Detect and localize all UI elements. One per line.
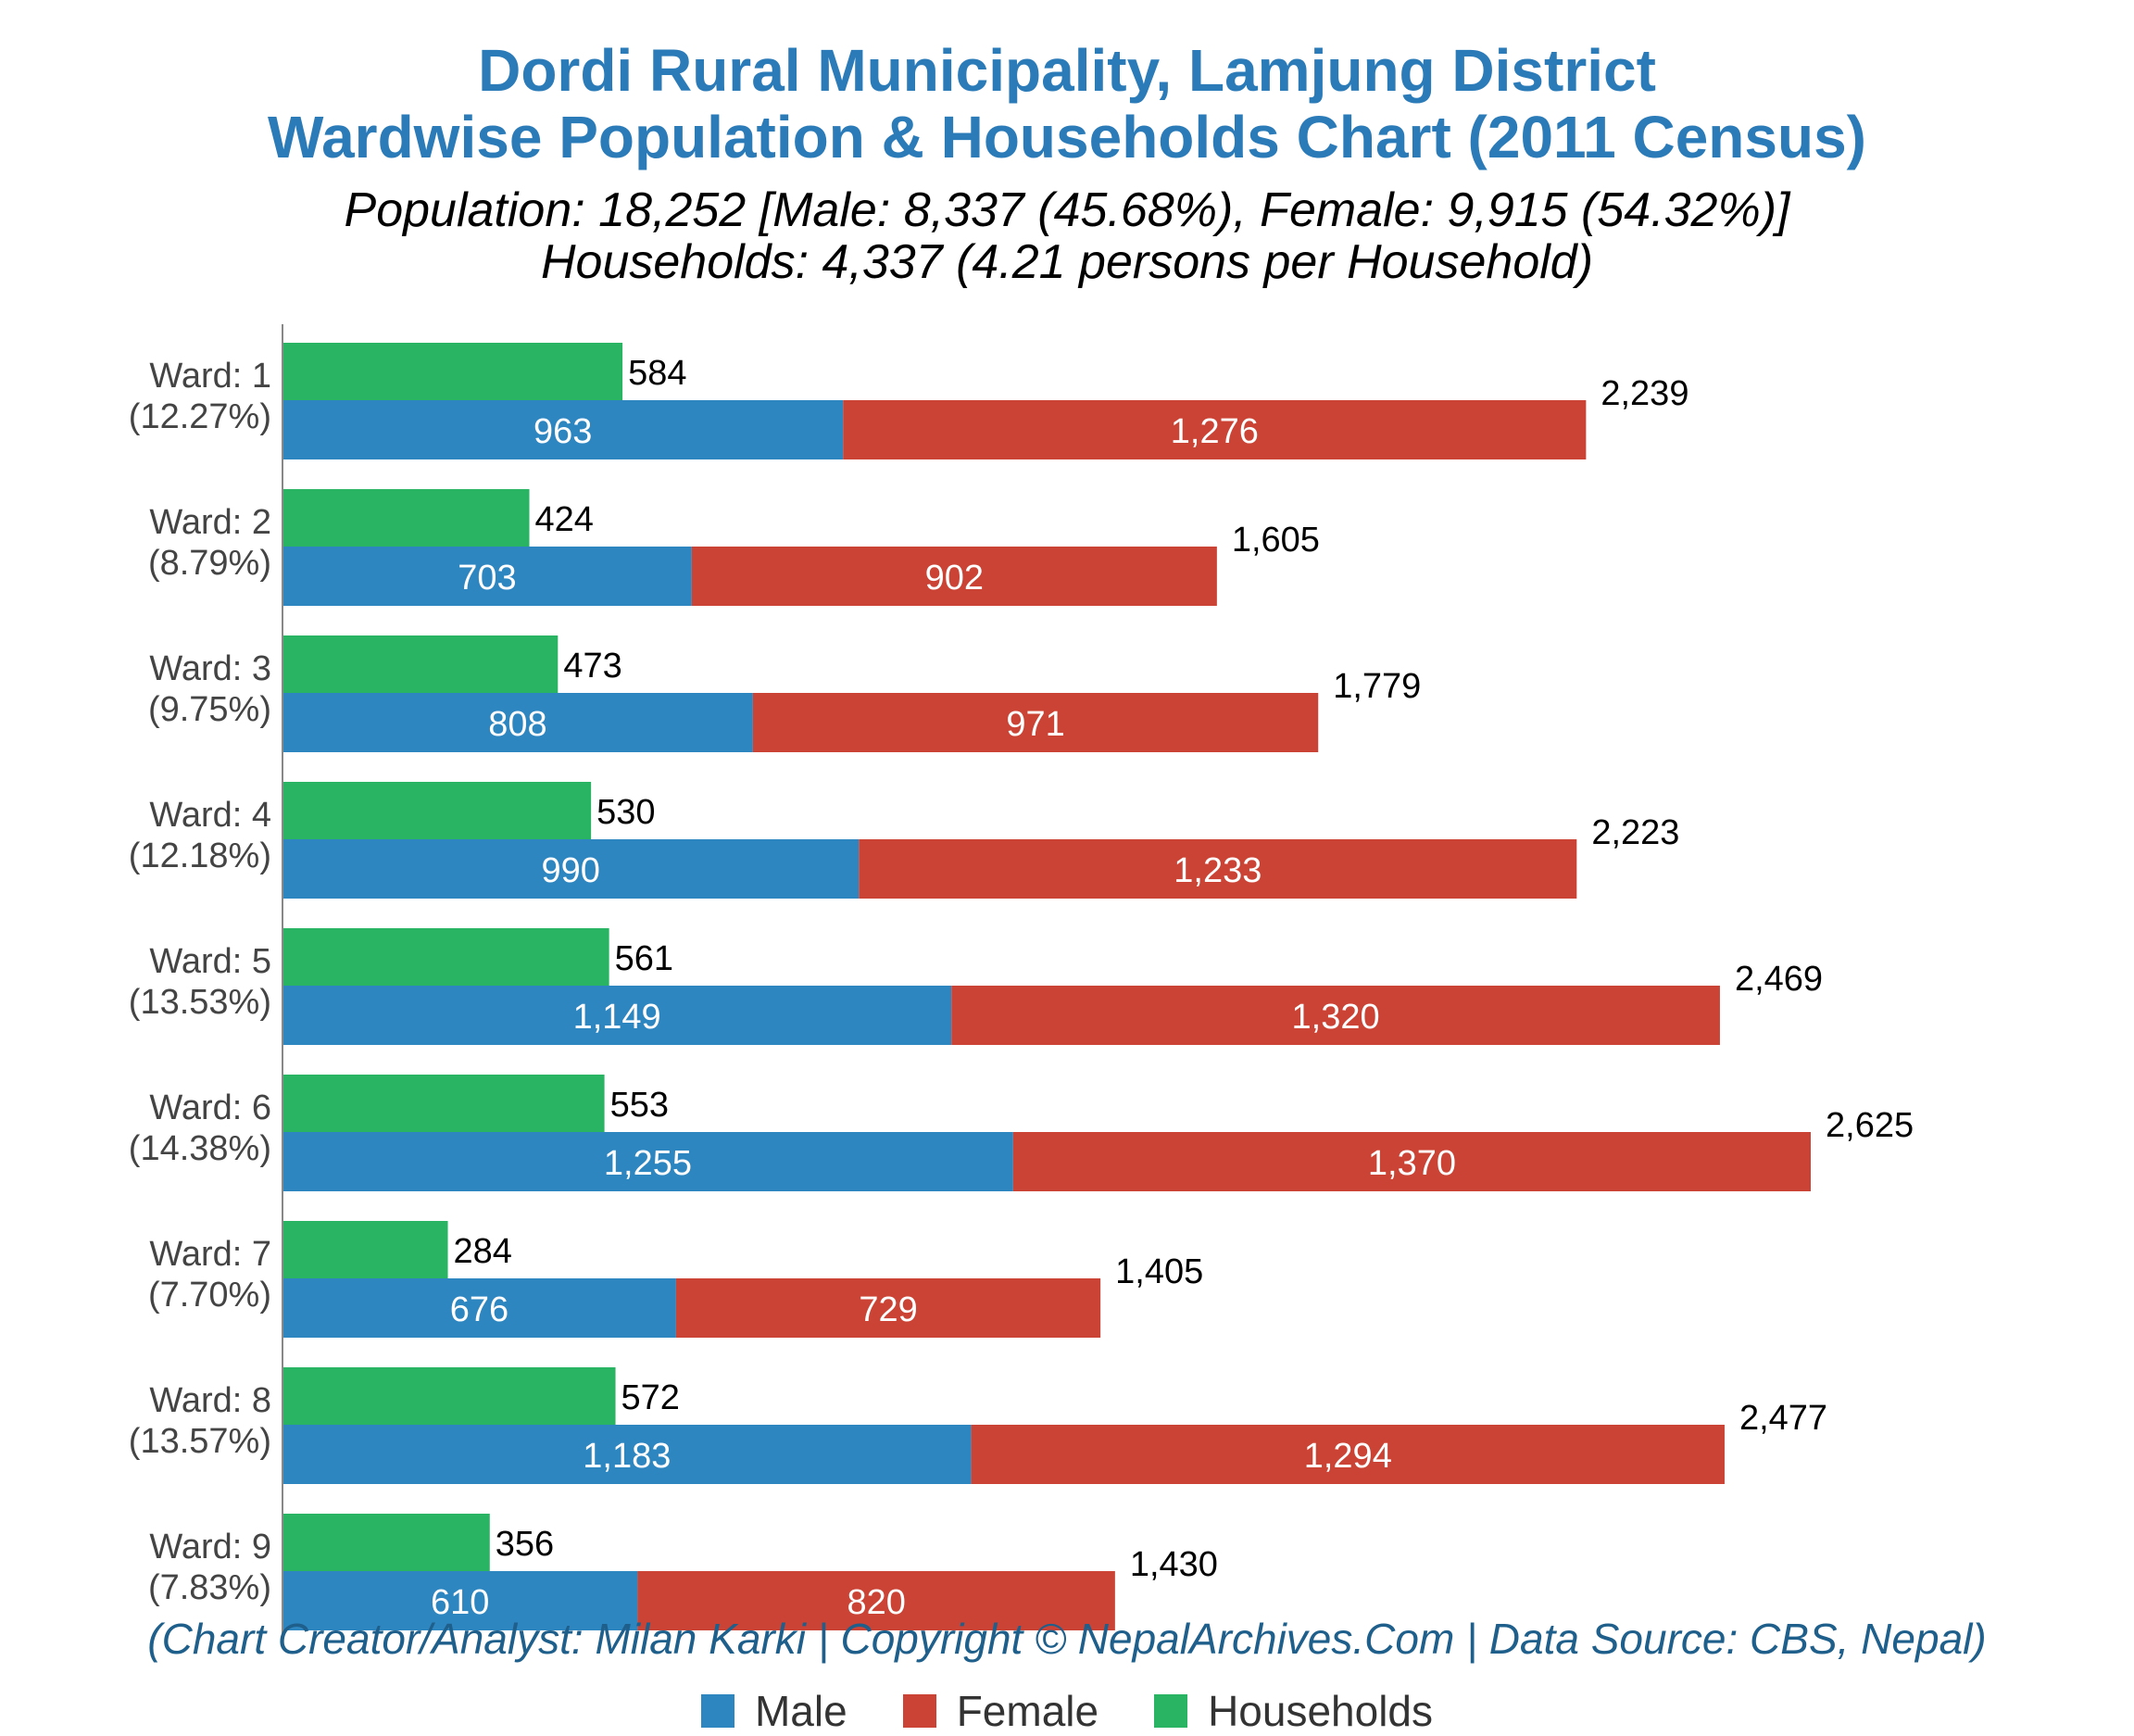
- total-value-label: 2,239: [1600, 374, 1688, 413]
- ward-label: Ward: 1: [149, 357, 271, 396]
- ward-label: Ward: 6: [149, 1088, 271, 1127]
- households-bar: [282, 928, 609, 986]
- legend-item-female: Female: [902, 1686, 1099, 1736]
- households-bar: [282, 1514, 490, 1571]
- total-value-label: 2,223: [1591, 813, 1679, 852]
- total-value-label: 1,779: [1333, 667, 1421, 706]
- legend-label-households: Households: [1208, 1687, 1434, 1735]
- total-value-label: 1,605: [1232, 521, 1320, 560]
- female-value-label: 729: [859, 1290, 917, 1329]
- male-bar: [282, 1278, 676, 1338]
- households-value-label: 553: [610, 1086, 669, 1125]
- male-value-label: 1,149: [573, 998, 661, 1037]
- households-bar: [282, 343, 623, 400]
- households-bar: [282, 635, 559, 693]
- male-bar: [282, 1132, 1013, 1191]
- ward-label: Ward: 9: [149, 1528, 271, 1566]
- male-bar: [282, 693, 753, 752]
- total-value-label: 2,469: [1735, 960, 1823, 999]
- female-value-label: 902: [925, 559, 984, 598]
- households-value-label: 424: [535, 500, 594, 539]
- legend-swatch-male: [700, 1694, 734, 1728]
- male-value-label: 1,183: [583, 1437, 671, 1476]
- ward-label: Ward: 2: [149, 503, 271, 542]
- female-bar: [843, 400, 1587, 459]
- total-value-label: 2,625: [1826, 1106, 1914, 1145]
- chart-credit: (Chart Creator/Analyst: Milan Karki | Co…: [147, 1615, 1987, 1663]
- ward-percent-label: (12.18%): [129, 837, 271, 875]
- female-value-label: 1,276: [1171, 412, 1259, 451]
- female-bar: [1012, 1132, 1811, 1191]
- ward-percent-label: (9.75%): [148, 690, 271, 729]
- ward-label: Ward: 8: [149, 1381, 271, 1420]
- male-bar: [282, 547, 692, 606]
- households-summary: Households: 4,337 (4.21 persons per Hous…: [540, 235, 1594, 289]
- female-value-label: 1,294: [1304, 1437, 1392, 1476]
- male-value-label: 1,255: [604, 1144, 692, 1183]
- male-value-label: 808: [488, 705, 546, 744]
- households-value-label: 356: [496, 1525, 554, 1564]
- male-value-label: 676: [450, 1290, 508, 1329]
- female-bar: [971, 1425, 1725, 1484]
- total-value-label: 1,405: [1115, 1252, 1203, 1291]
- legend-swatch-female: [902, 1694, 936, 1728]
- households-value-label: 284: [454, 1232, 512, 1271]
- male-value-label: 990: [541, 851, 599, 890]
- households-value-label: 530: [596, 793, 655, 832]
- male-bar: [282, 1571, 638, 1630]
- male-value-label: 703: [458, 559, 516, 598]
- female-value-label: 1,320: [1292, 998, 1380, 1037]
- female-bar: [752, 693, 1319, 752]
- legend-item-male: Male: [700, 1686, 847, 1736]
- population-summary: Population: 18,252 [Male: 8,337 (45.68%)…: [344, 183, 1790, 237]
- ward-percent-label: (12.27%): [129, 397, 271, 436]
- households-bar: [282, 1367, 616, 1425]
- ward-percent-label: (7.83%): [148, 1568, 271, 1607]
- households-value-label: 561: [615, 939, 673, 978]
- female-bar: [675, 1278, 1101, 1338]
- total-value-label: 1,430: [1130, 1545, 1218, 1584]
- ward-label: Ward: 4: [149, 796, 271, 835]
- ward-percent-label: (7.70%): [148, 1276, 271, 1315]
- legend-label-female: Female: [956, 1687, 1099, 1735]
- male-bar: [282, 1425, 972, 1484]
- households-bar: [282, 1221, 448, 1278]
- female-value-label: 971: [1006, 705, 1064, 744]
- chart-title: Dordi Rural Municipality, Lamjung Distri…: [478, 37, 1656, 104]
- ward-percent-label: (14.38%): [129, 1129, 271, 1168]
- male-bar: [282, 839, 860, 899]
- legend-swatch-households: [1154, 1694, 1188, 1728]
- legend: Male Female Households: [0, 1686, 2134, 1736]
- male-bar: [282, 400, 844, 459]
- total-value-label: 2,477: [1739, 1399, 1827, 1438]
- female-bar: [637, 1571, 1115, 1630]
- ward-label: Ward: 3: [149, 649, 271, 688]
- households-bar: [282, 489, 530, 547]
- chart-subtitle: Wardwise Population & Households Chart (…: [268, 104, 1866, 170]
- male-value-label: 963: [534, 412, 592, 451]
- ward-percent-label: (13.57%): [129, 1422, 271, 1461]
- female-bar: [859, 839, 1577, 899]
- female-value-label: 820: [847, 1583, 905, 1622]
- male-value-label: 610: [431, 1583, 489, 1622]
- households-value-label: 572: [621, 1378, 680, 1417]
- households-bar: [282, 1075, 605, 1132]
- households-value-label: 473: [563, 647, 621, 686]
- ward-label: Ward: 7: [149, 1235, 271, 1274]
- households-bar: [282, 782, 592, 839]
- female-bar: [951, 986, 1720, 1045]
- female-value-label: 1,233: [1174, 851, 1262, 890]
- legend-label-male: Male: [754, 1687, 847, 1735]
- ward-percent-label: (8.79%): [148, 544, 271, 583]
- households-value-label: 584: [628, 354, 686, 393]
- male-bar: [282, 986, 952, 1045]
- female-value-label: 1,370: [1368, 1144, 1456, 1183]
- legend-item-households: Households: [1154, 1686, 1433, 1736]
- female-bar: [691, 547, 1217, 606]
- ward-percent-label: (13.53%): [129, 983, 271, 1022]
- ward-label: Ward: 5: [149, 942, 271, 981]
